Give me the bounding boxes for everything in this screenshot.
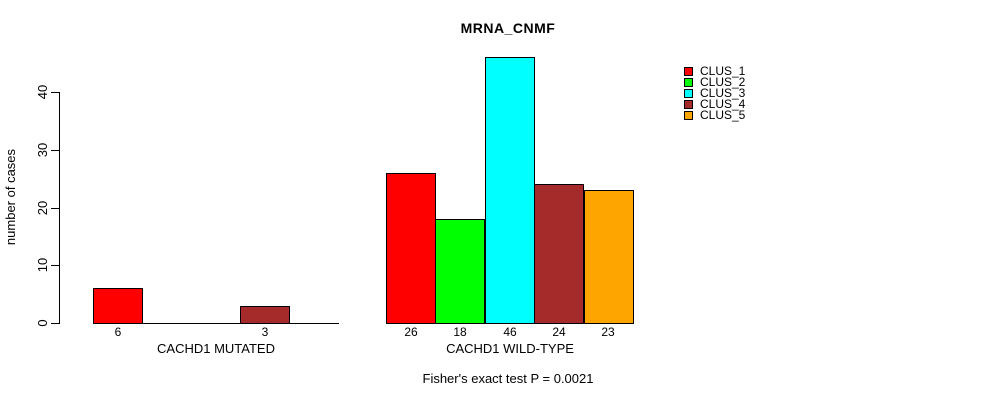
y-axis-label: number of cases (3, 148, 18, 246)
legend: CLUS_1 CLUS_2 CLUS_3 CLUS_4 CLUS_5 (684, 64, 746, 122)
legend-swatch-icon (684, 100, 693, 109)
y-axis-line (59, 92, 60, 324)
bar-value-label: 46 (503, 325, 517, 339)
y-tick-label: 40 (35, 84, 50, 100)
legend-swatch-icon (684, 78, 693, 87)
annotation-text: Fisher's exact test P = 0.0021 (422, 371, 594, 386)
bar-clus_4-group1 (240, 306, 290, 324)
y-tick-label: 20 (35, 200, 50, 216)
y-tick-mark (51, 323, 59, 324)
legend-item-clus_4: CLUS_4 (684, 97, 746, 111)
legend-item-clus_2: CLUS_2 (684, 75, 746, 89)
bar-value-label: 3 (261, 325, 269, 339)
bar-value-label: 26 (404, 325, 418, 339)
legend-label: CLUS_4 (700, 97, 746, 111)
legend-label: CLUS_1 (700, 64, 746, 78)
bar-clus_5-group2 (584, 190, 634, 324)
bar-value-label: 24 (552, 325, 566, 339)
y-tick-mark (51, 150, 59, 151)
legend-label: CLUS_5 (700, 108, 746, 122)
bar-clus_1-group1 (93, 288, 143, 324)
x-axis-line (93, 323, 339, 324)
legend-swatch-icon (684, 89, 693, 98)
bar-clus_3-group2 (485, 57, 535, 324)
y-tick-label: 10 (35, 257, 50, 273)
bar-value-label: 6 (114, 325, 122, 339)
legend-label: CLUS_2 (700, 75, 746, 89)
bar-clus_4-group2 (534, 184, 584, 324)
y-tick-mark (51, 92, 59, 93)
x-group-label: CACHD1 WILD-TYPE (446, 341, 574, 356)
bar-value-label: 18 (453, 325, 467, 339)
y-tick-mark (51, 265, 59, 266)
y-tick-label: 0 (35, 319, 50, 327)
bar-clus_2-group2 (435, 219, 485, 324)
legend-label: CLUS_3 (700, 86, 746, 100)
bar-value-label: 23 (601, 325, 615, 339)
y-tick-label: 30 (35, 142, 50, 158)
legend-item-clus_5: CLUS_5 (684, 108, 746, 122)
y-tick-mark (51, 208, 59, 209)
legend-swatch-icon (684, 111, 693, 120)
legend-swatch-icon (684, 67, 693, 76)
bar-clus_1-group2 (386, 173, 436, 324)
x-group-label: CACHD1 MUTATED (157, 341, 275, 356)
legend-item-clus_3: CLUS_3 (684, 86, 746, 100)
chart-title: MRNA_CNMF (460, 20, 556, 36)
legend-item-clus_1: CLUS_1 (684, 64, 746, 78)
